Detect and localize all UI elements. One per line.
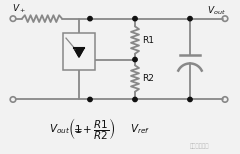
- Text: $V_{out}$: $V_{out}$: [207, 4, 226, 17]
- Circle shape: [88, 97, 92, 102]
- Text: 人邮异步社区: 人邮异步社区: [190, 143, 210, 149]
- Circle shape: [133, 16, 137, 21]
- FancyBboxPatch shape: [63, 33, 95, 70]
- Text: R2: R2: [142, 74, 154, 83]
- Polygon shape: [74, 48, 84, 57]
- Circle shape: [88, 16, 92, 21]
- Text: $V_{ref}$: $V_{ref}$: [130, 122, 150, 136]
- Text: $V_{out}$: $V_{out}$: [49, 122, 71, 136]
- Circle shape: [133, 97, 137, 102]
- Circle shape: [188, 97, 192, 102]
- Circle shape: [133, 57, 137, 62]
- Text: $V_+$: $V_+$: [12, 2, 26, 15]
- Text: R1: R1: [142, 36, 154, 45]
- Text: $=$: $=$: [71, 124, 83, 134]
- Circle shape: [188, 16, 192, 21]
- Text: $\left(1+\dfrac{R1}{R2}\right)$: $\left(1+\dfrac{R1}{R2}\right)$: [68, 116, 116, 142]
